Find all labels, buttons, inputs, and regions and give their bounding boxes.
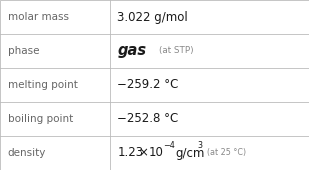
Text: phase: phase	[8, 46, 39, 56]
Text: 3: 3	[197, 141, 202, 150]
Text: gas: gas	[117, 44, 146, 58]
Text: −252.8 °C: −252.8 °C	[117, 113, 179, 125]
Text: g/cm: g/cm	[175, 147, 204, 159]
Text: −4: −4	[163, 141, 175, 150]
Text: melting point: melting point	[8, 80, 78, 90]
Text: (at 25 °C): (at 25 °C)	[207, 149, 246, 157]
Text: density: density	[8, 148, 46, 158]
Text: 1.23: 1.23	[117, 147, 144, 159]
Text: 3.022 g/mol: 3.022 g/mol	[117, 11, 188, 23]
Text: −259.2 °C: −259.2 °C	[117, 79, 179, 91]
Text: boiling point: boiling point	[8, 114, 73, 124]
Text: molar mass: molar mass	[8, 12, 69, 22]
Text: (at STP): (at STP)	[159, 47, 194, 55]
Text: ×: ×	[138, 147, 148, 159]
Text: 10: 10	[148, 147, 163, 159]
